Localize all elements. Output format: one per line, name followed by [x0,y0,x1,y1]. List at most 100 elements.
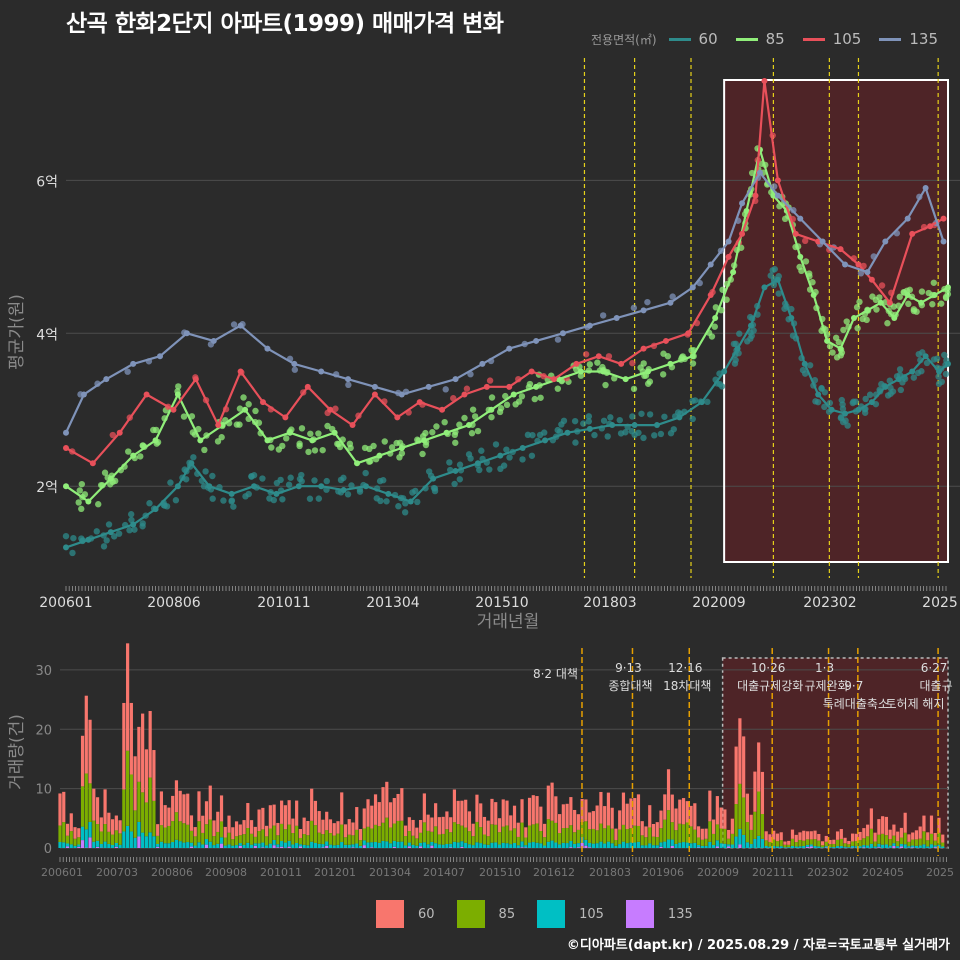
scatter-point-85 [586,361,594,368]
volume-bar-105 [505,843,509,848]
scatter-point-85 [305,448,312,456]
volume-bar-105 [516,845,520,848]
volume-bar-105 [565,843,569,848]
legend-item-135: 135 [879,30,952,48]
volume-bar-135 [204,844,209,848]
series-point-135 [80,391,87,398]
volume-bar-105 [727,844,731,847]
volume-bar-85 [535,823,539,843]
volume-bar-105 [899,844,904,847]
scatter-point-85 [719,286,726,293]
volume-bar-105 [268,843,272,848]
volume-bar-135 [580,842,584,848]
volume-bar-105 [373,842,378,848]
scatter-point-85 [175,383,182,390]
volume-bar-105 [884,844,888,848]
scatter-point-85 [644,380,652,387]
scatter-point-60 [402,500,409,507]
volume-bar-60 [208,785,212,820]
scatter-point-85 [659,371,667,378]
volume-bar-85 [231,839,235,846]
volume-bar-60 [633,798,637,826]
volume-bar-60 [407,817,411,832]
volume-bar-105 [719,843,723,848]
volume-bar-85 [937,832,941,845]
volume-bar-60 [760,771,765,815]
volume-bar-85 [659,828,663,843]
series-point-60 [564,429,571,436]
volume-bar-85 [847,844,851,848]
scatter-point-85 [388,444,396,451]
volume-bar-105 [370,842,374,848]
volume-bar-105 [291,844,295,848]
volume-bar-60 [644,826,648,838]
volume-bar-85 [929,833,934,845]
volume-bar-135 [430,845,434,848]
volume-bar-105 [419,842,423,847]
scatter-point-60 [838,396,846,404]
scatter-point-60 [935,373,942,380]
volume-bar-60 [802,830,806,841]
volume-bar-105 [768,846,772,848]
volume-bar-85 [400,820,404,842]
volume-bar-60 [824,835,828,842]
scatter-point-60 [736,330,743,337]
series-point-85 [600,368,607,375]
series-point-105 [483,383,490,390]
volume-bar-105 [501,842,505,848]
volume-bar-105 [144,836,148,848]
volume-bar-60 [216,811,220,832]
series-point-60 [452,467,459,474]
scatter-point-85 [910,306,918,313]
scatter-point-85 [245,401,252,408]
volume-bar-85 [467,831,472,845]
scatter-point-85 [433,423,440,430]
series-point-60 [273,490,280,497]
scatter-point-60 [344,491,352,498]
volume-bar-105 [790,845,795,848]
volume-bar-85 [392,823,396,841]
volume-bar-60 [854,833,858,842]
series-point-105 [685,330,692,337]
volume-bar-60 [794,834,798,843]
volume-bar-85 [569,825,573,842]
volume-bar-105 [708,841,712,848]
volume-bar-60 [313,800,318,826]
volume-bar-85 [565,827,569,844]
policy-name-label: 대출규 [920,679,953,693]
series-point-135 [613,315,620,321]
bottom-legend-box-135 [625,900,654,928]
volume-bar-60 [340,792,344,825]
volume-bar-60 [212,820,216,837]
series-point-60 [945,360,951,367]
series-point-60 [734,345,741,352]
series-point-85 [864,307,871,314]
series-point-135 [864,269,871,276]
scatter-point-60 [200,483,208,490]
scatter-point-60 [348,482,355,489]
volume-bar-105 [407,842,411,847]
volume-bar-105 [137,821,141,837]
series-point-85 [219,422,226,429]
volume-bar-85 [644,837,648,846]
volume-x-tick-label: 201407 [423,866,465,879]
series-point-105 [573,360,580,367]
scatter-point-60 [230,503,237,510]
series-point-135 [183,330,190,337]
x-tick-label: 202009 [692,595,745,611]
volume-bar-85 [65,835,70,844]
volume-bar-60 [719,807,723,829]
volume-bar-135 [892,846,896,848]
volume-bar-135 [584,845,588,848]
series-point-105 [551,376,558,383]
volume-bar-85 [373,824,378,843]
volume-bar-105 [595,843,599,848]
bottom-legend-item-85: 85 [456,900,515,928]
volume-bar-105 [648,843,652,848]
volume-bar-60 [603,806,607,829]
volume-bar-60 [434,803,438,827]
volume-bar-85 [62,822,66,843]
volume-bar-105 [287,840,291,847]
volume-bar-60 [817,834,821,841]
volume-bar-60 [588,812,592,830]
